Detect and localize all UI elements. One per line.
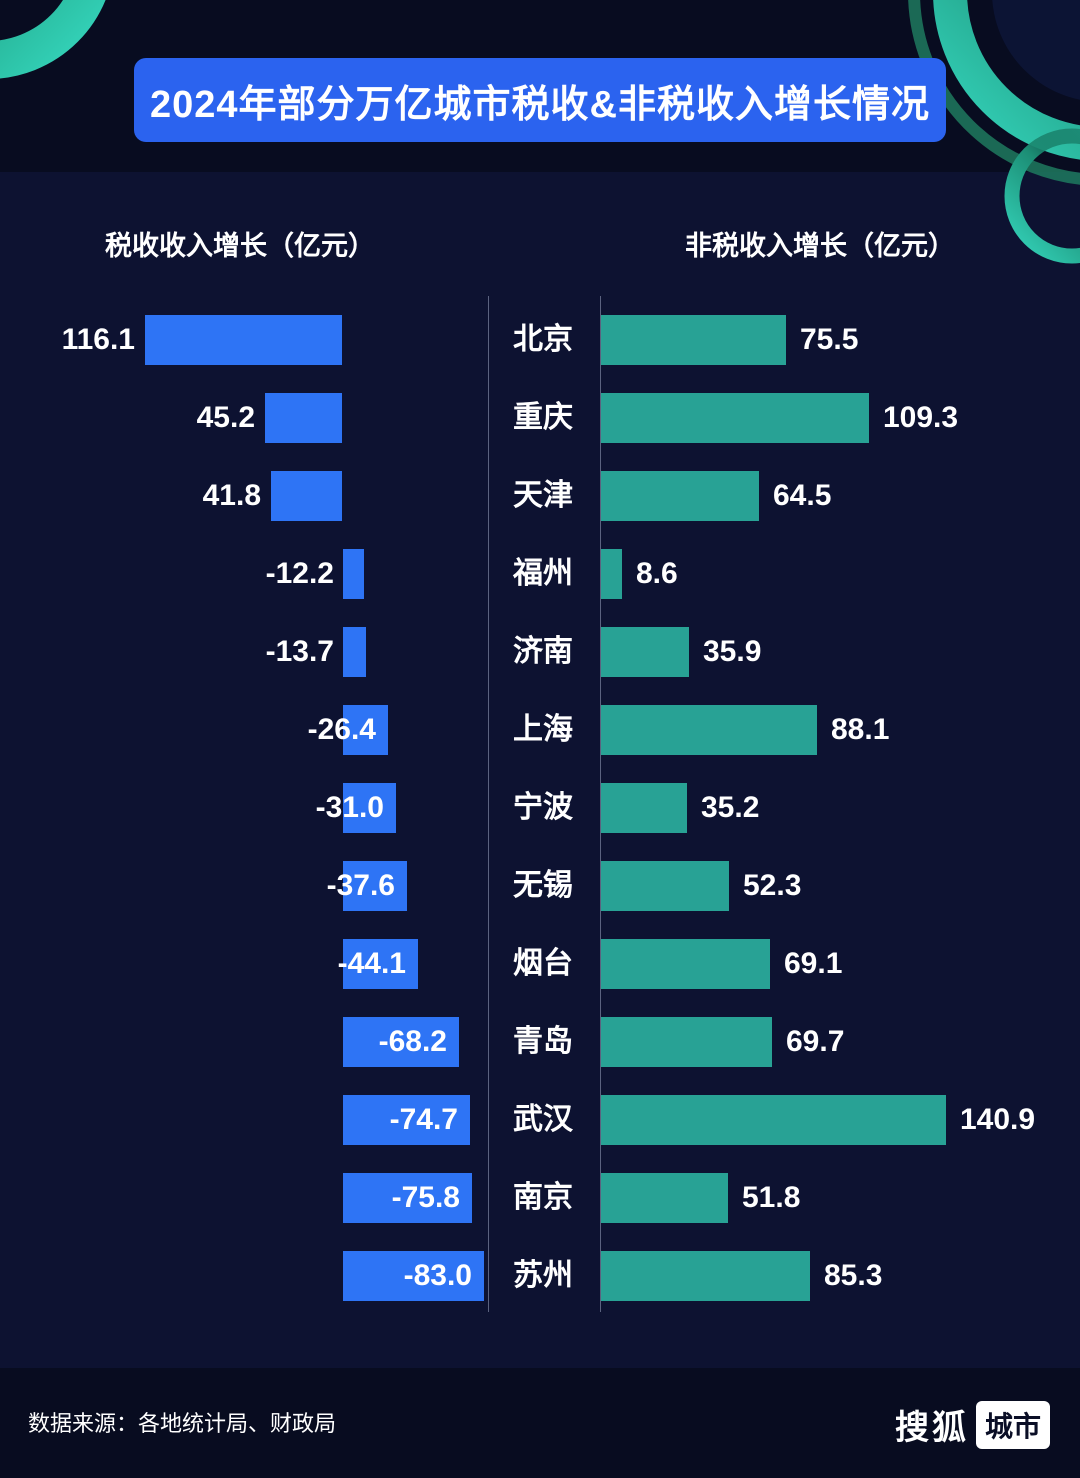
city-label: 重庆 <box>513 401 573 434</box>
nontax-value-label: 64.5 <box>773 479 832 512</box>
tax-value-label: -37.6 <box>326 869 395 902</box>
tax-bar <box>343 1173 472 1223</box>
nontax-value-label: 140.9 <box>960 1103 1036 1136</box>
nontax-bar <box>601 627 689 677</box>
right-panel-axis-line <box>600 296 601 1312</box>
city-label: 宁波 <box>513 791 573 824</box>
nontax-value-label: 51.8 <box>742 1181 801 1214</box>
tax-bar <box>343 939 418 989</box>
nontax-bar <box>601 939 770 989</box>
nontax-bar <box>601 861 729 911</box>
tax-bar <box>343 549 364 599</box>
tax-bar <box>271 471 342 521</box>
city-label: 无锡 <box>513 869 573 902</box>
nontax-value-label: 35.2 <box>701 791 760 824</box>
tax-value-label: -74.7 <box>389 1103 458 1136</box>
city-label: 青岛 <box>513 1025 573 1058</box>
nontax-value-label: 8.6 <box>636 557 678 590</box>
nontax-value-label: 35.9 <box>703 635 762 668</box>
nontax-bar <box>601 783 687 833</box>
tax-bar <box>343 783 396 833</box>
nontax-value-label: 75.5 <box>800 323 859 356</box>
nontax-value-label: 85.3 <box>824 1259 883 1292</box>
nontax-value-label: 109.3 <box>883 401 959 434</box>
left-column-header: 税收收入增长（亿元） <box>105 231 375 261</box>
tax-value-label: -83.0 <box>403 1259 472 1292</box>
tax-value-label: 116.1 <box>61 323 135 356</box>
brand-badge: 城市 <box>975 1400 1050 1449</box>
sohu-city-logo: 搜狐 城市 <box>895 1400 1050 1449</box>
tax-value-label: -68.2 <box>378 1025 447 1058</box>
tax-bar <box>343 861 407 911</box>
top-left-ring-icon <box>0 0 106 79</box>
title-banner: 2024年部分万亿城市税收&非税收入增长情况 <box>134 58 946 142</box>
nontax-bar <box>601 1095 946 1145</box>
top-right-ring-core <box>992 0 1080 100</box>
city-label: 苏州 <box>513 1259 573 1292</box>
nontax-value-label: 69.7 <box>786 1025 845 1058</box>
tax-value-label: -12.2 <box>265 557 334 590</box>
city-label: 北京 <box>513 323 573 356</box>
tax-bar <box>343 1095 470 1145</box>
city-label: 武汉 <box>513 1103 573 1136</box>
top-right-ring-icon <box>933 0 1080 160</box>
tax-bar <box>145 315 342 365</box>
tax-bar <box>343 705 388 755</box>
nontax-bar <box>601 705 817 755</box>
chart-panel-background <box>0 172 1080 1368</box>
nontax-bar <box>601 315 786 365</box>
tax-bar <box>265 393 342 443</box>
tax-bar <box>343 627 366 677</box>
tax-value-label: -31.0 <box>315 791 384 824</box>
tax-bar <box>343 1017 459 1067</box>
tax-bar <box>343 1251 484 1301</box>
brand-text: 搜狐 <box>894 1409 969 1447</box>
nontax-bar <box>601 1017 772 1067</box>
tax-value-label: -26.4 <box>307 713 376 746</box>
city-label: 天津 <box>513 479 573 512</box>
nontax-bar <box>601 393 869 443</box>
city-label: 烟台 <box>513 947 573 980</box>
tax-value-label: 41.8 <box>202 479 261 512</box>
nontax-value-label: 88.1 <box>831 713 890 746</box>
tax-value-label: -44.1 <box>337 947 406 980</box>
nontax-bar <box>601 1251 810 1301</box>
city-label: 上海 <box>513 713 573 746</box>
city-label: 济南 <box>513 635 573 668</box>
city-label: 福州 <box>513 557 573 590</box>
left-panel-divider-line <box>488 296 489 1312</box>
tax-value-label: 45.2 <box>196 401 255 434</box>
nontax-bar <box>601 471 759 521</box>
nontax-value-label: 69.1 <box>784 947 843 980</box>
right-column-header: 非税收入增长（亿元） <box>685 231 955 261</box>
tax-value-label: -13.7 <box>265 635 334 668</box>
tax-value-label: -75.8 <box>391 1181 460 1214</box>
nontax-value-label: 52.3 <box>743 869 802 902</box>
city-label: 南京 <box>513 1181 573 1214</box>
page-title: 2024年部分万亿城市税收&非税收入增长情况 <box>150 83 930 126</box>
data-source-note: 数据来源：各地统计局、财政局 <box>28 1411 337 1436</box>
nontax-bar <box>601 549 622 599</box>
nontax-bar <box>601 1173 728 1223</box>
diverging-bar-chart: 116.1 北京 75.5 45.2 重庆 109.3 41.8 天津 64.5 -12.2 福州 8… <box>0 296 1080 1316</box>
